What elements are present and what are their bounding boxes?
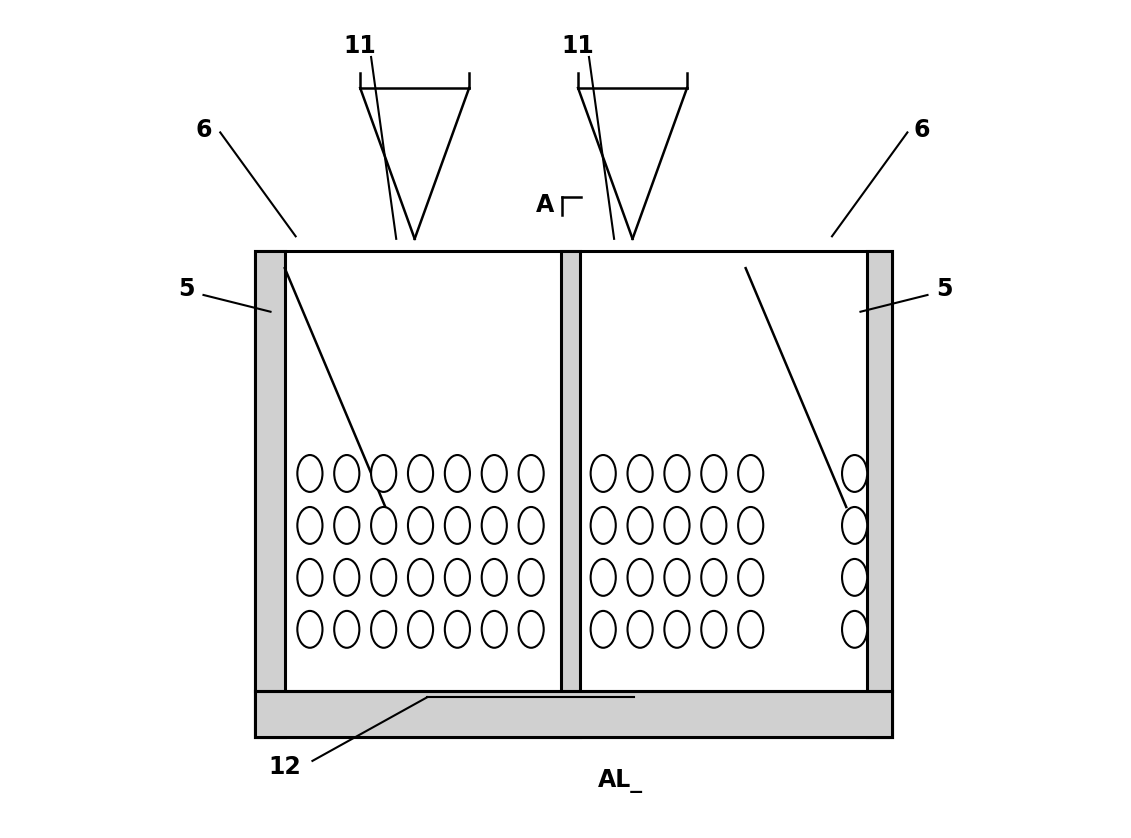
Text: 11: 11: [562, 34, 595, 58]
Ellipse shape: [408, 559, 433, 596]
Ellipse shape: [482, 507, 507, 544]
Ellipse shape: [297, 455, 322, 492]
Ellipse shape: [519, 507, 544, 544]
Ellipse shape: [701, 455, 726, 492]
Ellipse shape: [590, 611, 615, 648]
Text: 11: 11: [344, 34, 377, 58]
Ellipse shape: [739, 611, 763, 648]
Ellipse shape: [701, 559, 726, 596]
Ellipse shape: [408, 455, 433, 492]
Ellipse shape: [297, 559, 322, 596]
Ellipse shape: [664, 507, 690, 544]
Bar: [867, 251, 892, 737]
Ellipse shape: [444, 507, 470, 544]
Ellipse shape: [408, 611, 433, 648]
Ellipse shape: [335, 611, 360, 648]
Ellipse shape: [628, 455, 653, 492]
Ellipse shape: [335, 559, 360, 596]
Ellipse shape: [701, 507, 726, 544]
Text: 5: 5: [179, 277, 195, 301]
Ellipse shape: [335, 507, 360, 544]
Ellipse shape: [628, 611, 653, 648]
Ellipse shape: [519, 559, 544, 596]
Ellipse shape: [482, 455, 507, 492]
Ellipse shape: [482, 559, 507, 596]
Ellipse shape: [843, 559, 867, 596]
Ellipse shape: [739, 559, 763, 596]
Ellipse shape: [739, 455, 763, 492]
Bar: [561, 251, 580, 737]
Ellipse shape: [628, 507, 653, 544]
Ellipse shape: [444, 559, 470, 596]
Ellipse shape: [444, 611, 470, 648]
Ellipse shape: [664, 559, 690, 596]
Ellipse shape: [843, 611, 867, 648]
Ellipse shape: [408, 507, 433, 544]
Ellipse shape: [519, 455, 544, 492]
Ellipse shape: [482, 611, 507, 648]
Ellipse shape: [371, 507, 396, 544]
Ellipse shape: [371, 611, 396, 648]
Text: AL_: AL_: [597, 769, 642, 793]
Ellipse shape: [628, 559, 653, 596]
Text: 5: 5: [936, 277, 952, 301]
Ellipse shape: [843, 507, 867, 544]
Ellipse shape: [664, 455, 690, 492]
Bar: [256, 691, 892, 737]
Ellipse shape: [371, 455, 396, 492]
Text: 12: 12: [268, 755, 301, 779]
Ellipse shape: [701, 611, 726, 648]
Ellipse shape: [590, 507, 615, 544]
Text: 6: 6: [196, 118, 211, 142]
Ellipse shape: [519, 611, 544, 648]
Ellipse shape: [335, 455, 360, 492]
Bar: [256, 251, 892, 737]
Ellipse shape: [590, 455, 615, 492]
Bar: [256, 251, 285, 737]
Text: A: A: [536, 194, 554, 217]
Ellipse shape: [590, 559, 615, 596]
Ellipse shape: [739, 507, 763, 544]
Ellipse shape: [444, 455, 470, 492]
Ellipse shape: [297, 507, 322, 544]
Ellipse shape: [843, 455, 867, 492]
Text: 6: 6: [914, 118, 930, 142]
Ellipse shape: [664, 611, 690, 648]
Ellipse shape: [371, 559, 396, 596]
Ellipse shape: [297, 611, 322, 648]
